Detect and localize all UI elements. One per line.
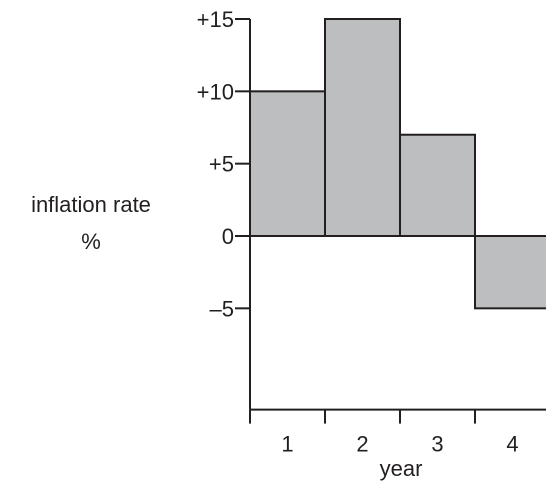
x-tick-label: 3 <box>431 432 443 457</box>
bars-group <box>249 18 546 310</box>
y-axis-label-line1: inflation rate <box>31 192 151 217</box>
bar-year-4 <box>474 235 546 310</box>
y-tick-label: +5 <box>209 152 234 177</box>
x-ticks-group: 1 2 3 4 <box>249 409 519 457</box>
y-tick-label: 0 <box>222 224 234 249</box>
x-axis-label: year <box>380 456 423 481</box>
bar-year-1 <box>249 90 326 238</box>
y-tick-label: +15 <box>197 7 234 32</box>
y-axis-label-line2: % <box>81 229 101 254</box>
bar-year-3 <box>399 133 476 238</box>
y-tick-label: +10 <box>197 79 234 104</box>
x-tick-label: 2 <box>356 432 368 457</box>
x-tick-label: 1 <box>281 432 293 457</box>
y-tick-label: –5 <box>210 296 234 321</box>
bar-year-2 <box>324 18 401 237</box>
x-tick-label: 4 <box>506 432 518 457</box>
y-ticks-group: +15 +10 +5 0 –5 <box>197 7 250 321</box>
